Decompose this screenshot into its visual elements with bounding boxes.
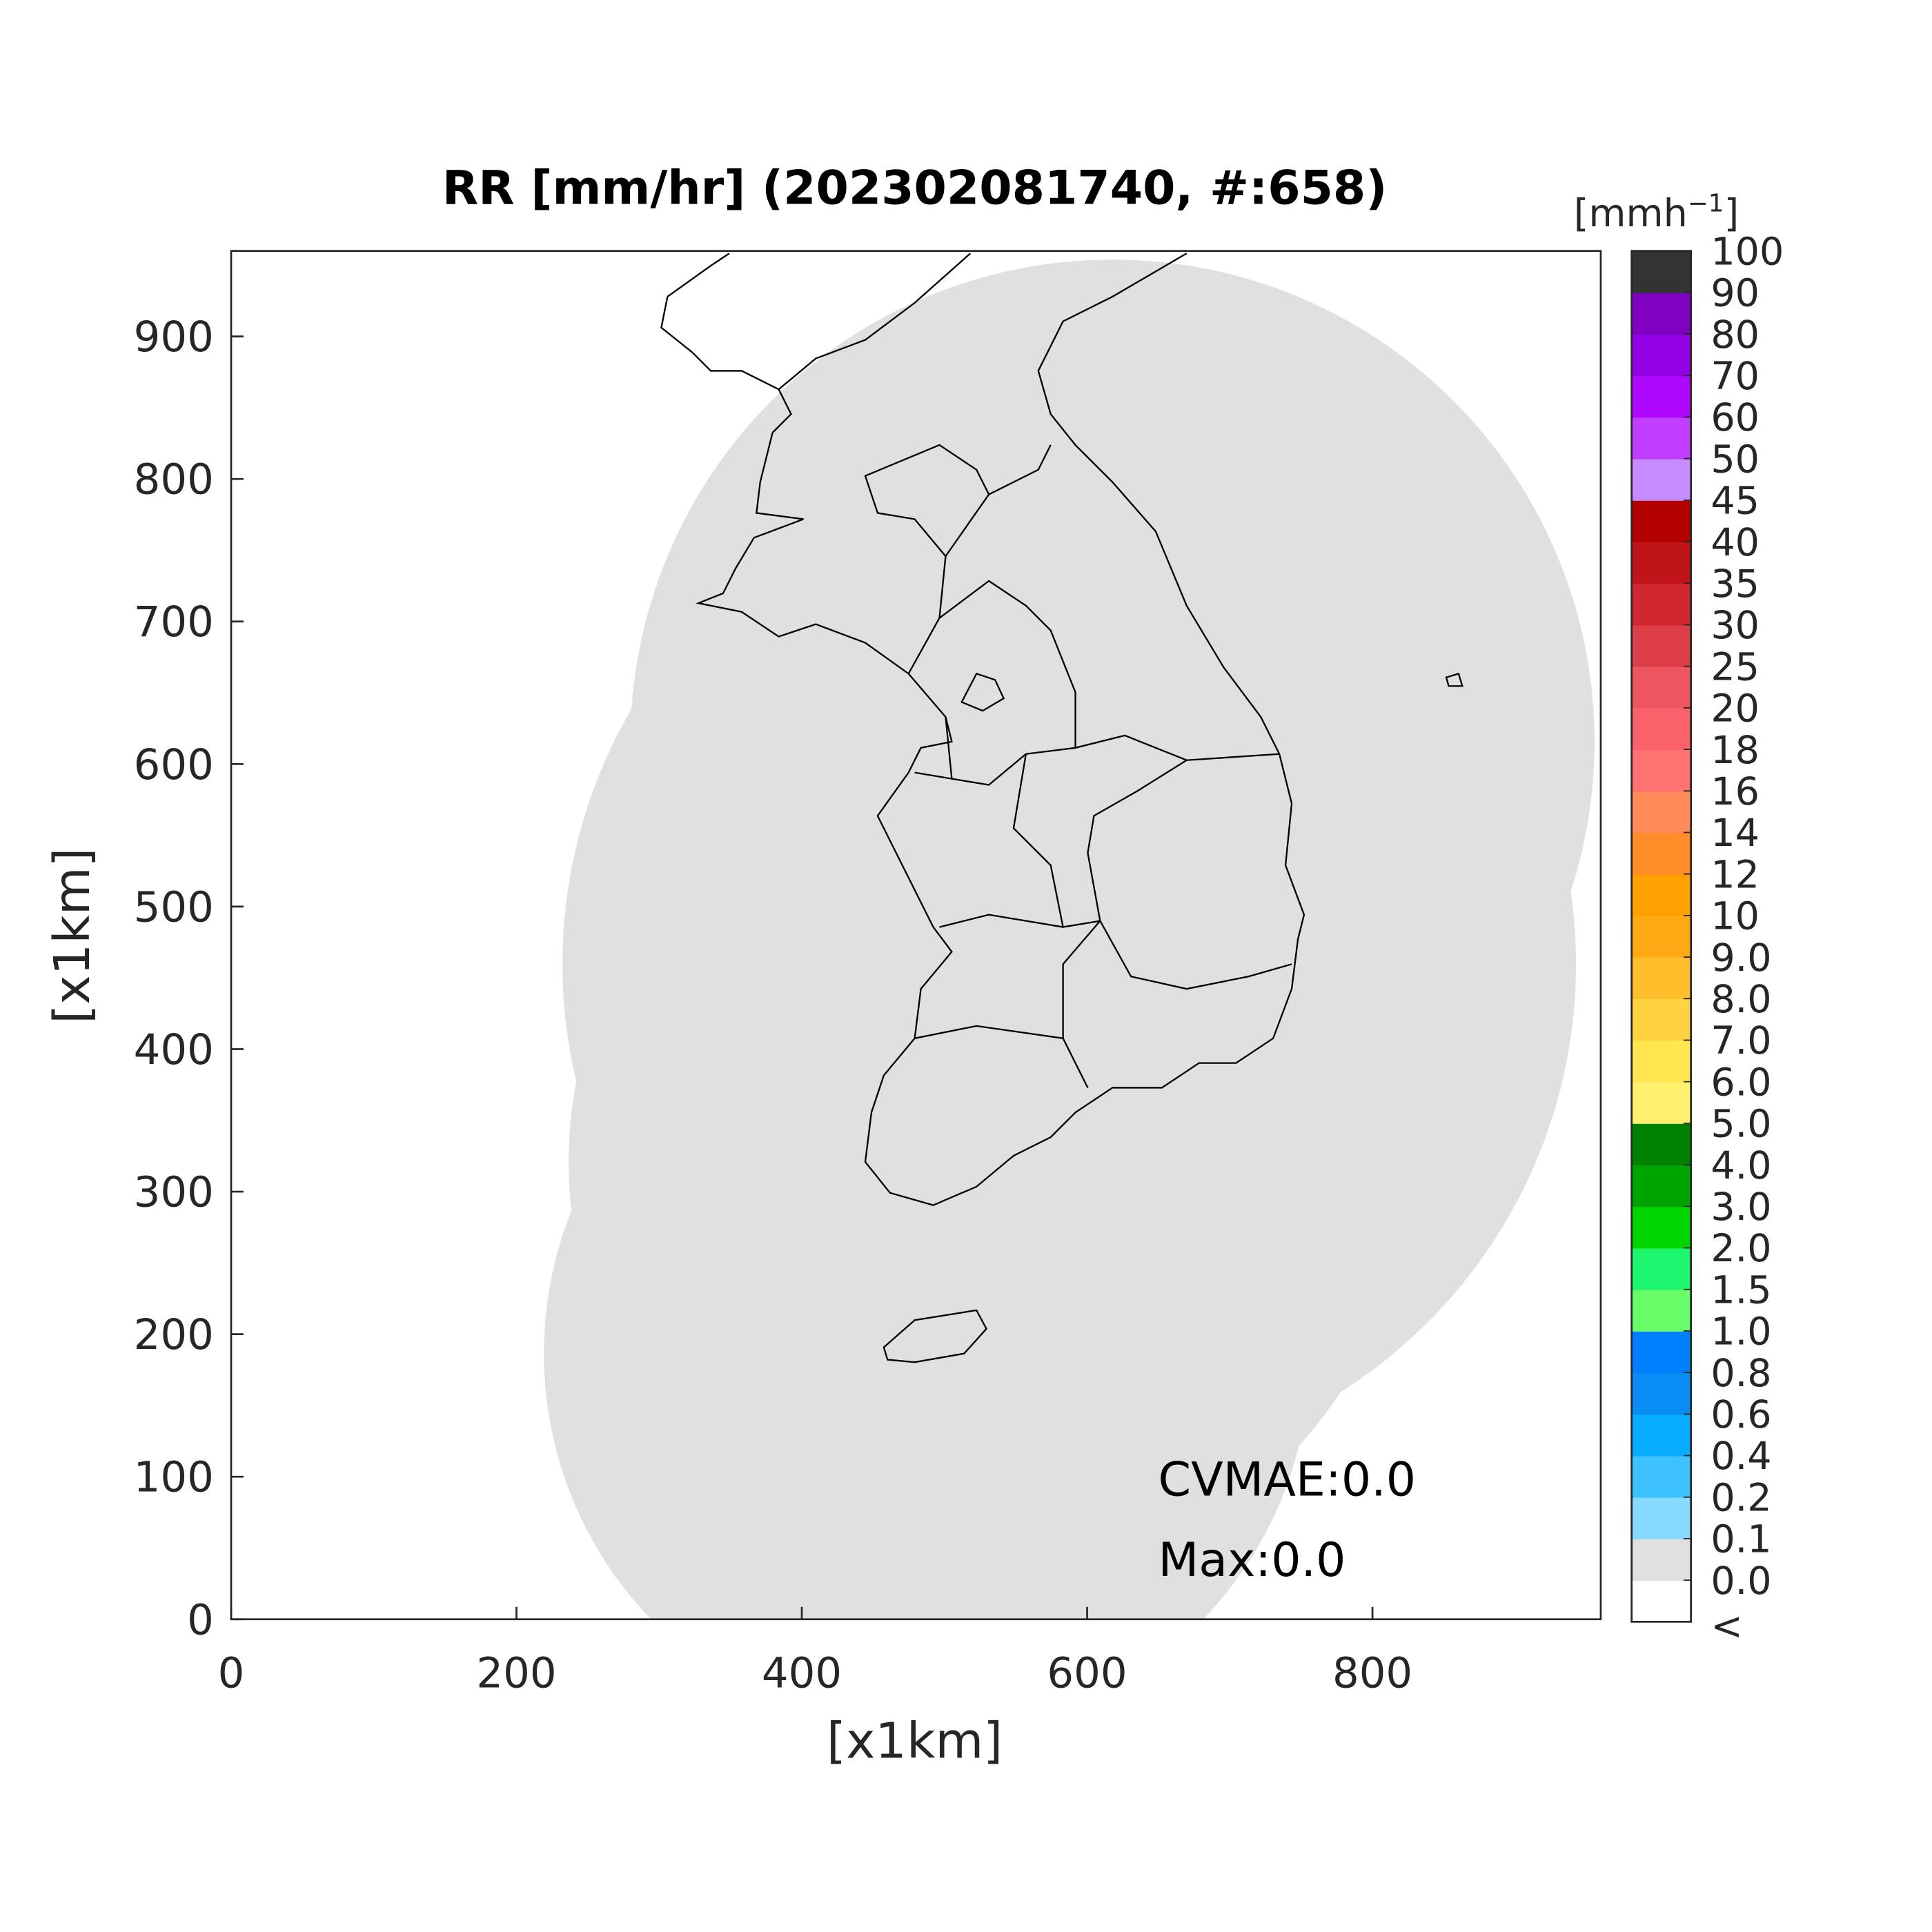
y-tick-label: 400 bbox=[134, 1025, 214, 1074]
colorbar-tick-label: 9.0 bbox=[1711, 936, 1771, 980]
colorbar-tick-label: 80 bbox=[1711, 313, 1759, 357]
colorbar-label-text: [mmh bbox=[1574, 191, 1688, 236]
colorbar-segment bbox=[1631, 915, 1691, 958]
colorbar-tick-label: 6.0 bbox=[1711, 1060, 1771, 1105]
colorbar-segment bbox=[1631, 791, 1691, 834]
y-tick-label: 600 bbox=[134, 740, 214, 789]
y-tick-label: 0 bbox=[187, 1595, 214, 1644]
colorbar-segment bbox=[1631, 250, 1691, 293]
colorbar-tick-label: 45 bbox=[1711, 479, 1759, 524]
y-tick-label: 900 bbox=[134, 313, 214, 362]
radar-coverage bbox=[544, 259, 1595, 1619]
colorbar-segment bbox=[1631, 1081, 1691, 1124]
colorbar-tick-label: 35 bbox=[1711, 562, 1759, 607]
colorbar-segment bbox=[1631, 749, 1691, 792]
colorbar-segment bbox=[1631, 1206, 1691, 1249]
colorbar-label: [mmh−1] bbox=[1574, 189, 1739, 235]
colorbar-segment bbox=[1631, 334, 1691, 377]
x-tick-label: 600 bbox=[1047, 1648, 1127, 1697]
colorbar-tick-label: 0.1 bbox=[1711, 1517, 1771, 1562]
colorbar-segment bbox=[1631, 874, 1691, 916]
colorbar-tick-label: 5.0 bbox=[1711, 1102, 1771, 1147]
y-tick-label: 100 bbox=[134, 1453, 214, 1502]
colorbar-segment bbox=[1631, 1123, 1691, 1166]
plot-frame bbox=[230, 250, 1602, 1621]
y-tick-label: 300 bbox=[134, 1168, 214, 1217]
colorbar-segment bbox=[1631, 1289, 1691, 1332]
colorbar-segment bbox=[1631, 292, 1691, 335]
colorbar-segment bbox=[1631, 707, 1691, 750]
colorbar-tick-label: 1.0 bbox=[1711, 1310, 1771, 1354]
colorbar-tick-label: 20 bbox=[1711, 687, 1759, 731]
colorbar-tick-label: 14 bbox=[1711, 811, 1759, 856]
colorbar-segment bbox=[1631, 1414, 1691, 1457]
colorbar-segment bbox=[1631, 1040, 1691, 1083]
coastline bbox=[660, 253, 1463, 1363]
colorbar-segment bbox=[1631, 624, 1691, 667]
colorbar-segment bbox=[1631, 1372, 1691, 1415]
colorbar-segment bbox=[1631, 500, 1691, 542]
colorbar-tick-label: 30 bbox=[1711, 603, 1759, 648]
colorbar-segment bbox=[1631, 1248, 1691, 1290]
colorbar-segment bbox=[1631, 375, 1691, 418]
colorbar-segment bbox=[1631, 1330, 1691, 1374]
y-axis-label: [x1km] bbox=[43, 848, 101, 1024]
colorbar-tick-label: 8.0 bbox=[1711, 977, 1771, 1022]
colorbar-tick-label: 90 bbox=[1711, 271, 1759, 316]
x-tick-label: 400 bbox=[762, 1648, 842, 1697]
colorbar-frame bbox=[1630, 250, 1693, 1623]
colorbar-segment bbox=[1631, 666, 1691, 709]
colorbar-segment bbox=[1631, 1165, 1691, 1208]
colorbar-segment bbox=[1631, 957, 1691, 1000]
colorbar-tick-label: 25 bbox=[1711, 644, 1759, 689]
x-tick-label: 200 bbox=[476, 1648, 556, 1697]
y-tick-label: 500 bbox=[134, 883, 214, 931]
colorbar-tick-label: 12 bbox=[1711, 852, 1759, 897]
colorbar-tick-label: 18 bbox=[1711, 728, 1759, 773]
colorbar-tick-label: 40 bbox=[1711, 520, 1759, 565]
colorbar-tick-label: 100 bbox=[1711, 229, 1784, 274]
colorbar-segment bbox=[1631, 458, 1691, 501]
colorbar-under-label: < bbox=[1711, 1604, 1743, 1648]
colorbar-tick-label: 2.0 bbox=[1711, 1226, 1771, 1271]
colorbar-tick-label: 0.4 bbox=[1711, 1434, 1771, 1479]
colorbar-tick-label: 1.5 bbox=[1711, 1268, 1771, 1312]
colorbar-tick-label: 7.0 bbox=[1711, 1018, 1771, 1063]
colorbar-segment bbox=[1631, 583, 1691, 626]
colorbar-tick-label: 50 bbox=[1711, 437, 1759, 482]
colorbar-tick-label: 0.2 bbox=[1711, 1475, 1771, 1520]
colorbar-segment bbox=[1631, 1455, 1691, 1498]
colorbar-label-text: ] bbox=[1724, 191, 1739, 236]
colorbar-segment bbox=[1631, 832, 1691, 875]
chart-title: RR [mm/hr] (202302081740, #:658) bbox=[442, 161, 1388, 216]
colorbar-segment bbox=[1631, 542, 1691, 584]
x-axis-label: [x1km] bbox=[827, 1711, 1003, 1769]
colorbar-tick-label: 60 bbox=[1711, 395, 1759, 440]
colorbar-segment bbox=[1631, 998, 1691, 1041]
colorbar-tick-label: 0.0 bbox=[1711, 1559, 1771, 1604]
x-tick-label: 0 bbox=[218, 1648, 245, 1697]
colorbar-tick-label: 3.0 bbox=[1711, 1185, 1771, 1230]
y-tick-label: 700 bbox=[134, 598, 214, 647]
annotation: Max:0.0 bbox=[1159, 1533, 1346, 1588]
x-tick-label: 800 bbox=[1332, 1648, 1412, 1697]
colorbar-segment bbox=[1631, 1580, 1691, 1623]
y-tick-label: 800 bbox=[134, 455, 214, 504]
annotation: CVMAE:0.0 bbox=[1159, 1453, 1417, 1508]
colorbar-segment bbox=[1631, 1497, 1691, 1539]
colorbar-tick-label: 70 bbox=[1711, 354, 1759, 399]
colorbar-tick-label: 4.0 bbox=[1711, 1143, 1771, 1188]
colorbar-tick-label: 0.8 bbox=[1711, 1351, 1771, 1396]
colorbar-tick-label: 0.6 bbox=[1711, 1392, 1771, 1437]
colorbar-segment bbox=[1631, 417, 1691, 460]
colorbar-label-sup: −1 bbox=[1688, 189, 1724, 217]
y-tick-label: 200 bbox=[134, 1310, 214, 1359]
colorbar-tick-label: 10 bbox=[1711, 894, 1759, 939]
colorbar-segment bbox=[1631, 1538, 1691, 1581]
colorbar-tick-label: 16 bbox=[1711, 769, 1759, 814]
